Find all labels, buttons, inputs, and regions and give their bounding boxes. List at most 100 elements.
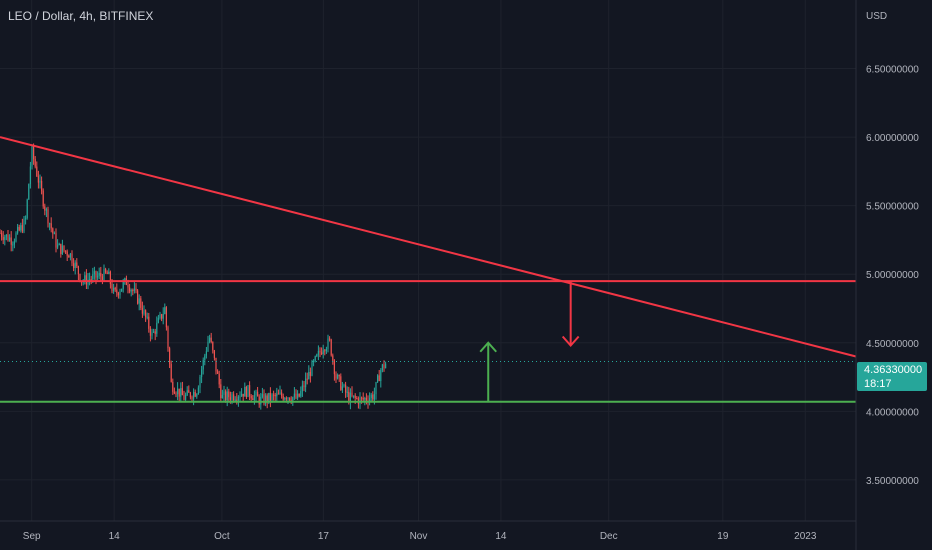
candle-body <box>332 355 334 361</box>
candle-body <box>162 313 164 319</box>
candle-body <box>17 227 19 234</box>
candle-body <box>378 375 380 382</box>
candle-body <box>287 397 289 400</box>
candle-body <box>175 393 177 395</box>
candle-body <box>25 218 27 220</box>
candle-body <box>365 398 367 401</box>
candle-body <box>140 298 142 308</box>
candle-body <box>284 398 286 400</box>
candle-body <box>28 184 30 200</box>
candle-body <box>76 262 78 267</box>
candle-body <box>60 243 62 254</box>
candle-body <box>2 237 4 241</box>
candle-body <box>65 250 67 252</box>
candle-body <box>189 392 191 398</box>
candle-body <box>313 361 315 363</box>
candle-body <box>303 385 305 388</box>
candle-body <box>178 388 180 397</box>
candle-body <box>311 361 313 376</box>
candle-body <box>252 398 254 400</box>
candle-body <box>305 378 307 388</box>
candle-body <box>74 262 76 269</box>
candle-body <box>13 241 15 245</box>
candle-body <box>245 387 247 397</box>
candle-body <box>149 328 151 336</box>
candle-body <box>167 327 169 349</box>
candle-body <box>292 397 294 402</box>
candle-body <box>297 393 299 399</box>
candle-body <box>29 166 31 185</box>
candle-body <box>172 381 174 392</box>
candle-body <box>44 206 46 211</box>
candle-body <box>205 351 207 356</box>
candle-body <box>341 386 343 391</box>
candle-body <box>308 371 310 380</box>
candle-body <box>229 397 231 400</box>
axis-currency-label: USD <box>866 11 887 22</box>
candle-body <box>220 384 222 399</box>
candle-body <box>301 385 303 391</box>
candle-body <box>362 397 364 400</box>
candle-body <box>319 350 321 353</box>
candle-body <box>116 289 118 293</box>
candle-body <box>100 272 102 277</box>
last-price-badge: 4.36330000 18:17 <box>857 362 927 391</box>
candle-body <box>185 395 187 400</box>
candle-body <box>314 356 316 362</box>
candle-body <box>47 209 49 224</box>
candle-body <box>381 364 383 371</box>
candle-body <box>321 352 323 354</box>
candle-body <box>349 392 351 403</box>
candle-body <box>369 398 371 403</box>
candle-body <box>20 225 22 231</box>
candle-body <box>161 314 163 319</box>
down-arrow-head <box>561 335 580 348</box>
candle-body <box>23 219 25 232</box>
candle-body <box>186 390 188 396</box>
candle-body <box>119 291 121 296</box>
candle-body <box>309 371 311 376</box>
candle-body <box>57 245 59 248</box>
candle-body <box>249 385 251 396</box>
candle-body <box>143 310 145 314</box>
candle-body <box>26 199 28 219</box>
x-tick-label: Oct <box>214 531 230 542</box>
candle-body <box>132 290 134 292</box>
candle-body <box>213 350 215 358</box>
candle-body <box>271 394 273 401</box>
candles <box>0 143 387 410</box>
candle-body <box>68 255 70 258</box>
bar-countdown: 18:17 <box>864 378 892 390</box>
candle-body <box>285 398 287 400</box>
candle-body <box>137 290 139 304</box>
candle-body <box>356 398 358 400</box>
candle-body <box>237 396 239 401</box>
candle-body <box>298 393 300 397</box>
candle-body <box>138 298 140 304</box>
candle-body <box>55 233 57 248</box>
candle-body <box>223 391 225 396</box>
candle-body <box>247 385 249 397</box>
candle-body <box>346 391 348 393</box>
y-tick-label: 3.50000000 <box>866 476 919 487</box>
candle-body <box>343 384 345 387</box>
candle-body <box>217 371 219 374</box>
candle-body <box>141 307 143 314</box>
candle-body <box>372 394 374 400</box>
candle-body <box>215 357 217 372</box>
candle-body <box>266 395 268 402</box>
candle-body <box>226 391 228 401</box>
candle-body <box>159 314 161 318</box>
candle-body <box>63 245 65 251</box>
candle-body <box>180 388 182 397</box>
candle-body <box>90 279 92 281</box>
candle-body <box>228 391 230 398</box>
candle-body <box>183 395 185 400</box>
candle-body <box>242 393 244 397</box>
candle-body <box>148 316 150 329</box>
candle-body <box>253 395 255 400</box>
candle-body <box>7 234 9 241</box>
candle-body <box>101 276 103 281</box>
candle-body <box>327 338 329 349</box>
